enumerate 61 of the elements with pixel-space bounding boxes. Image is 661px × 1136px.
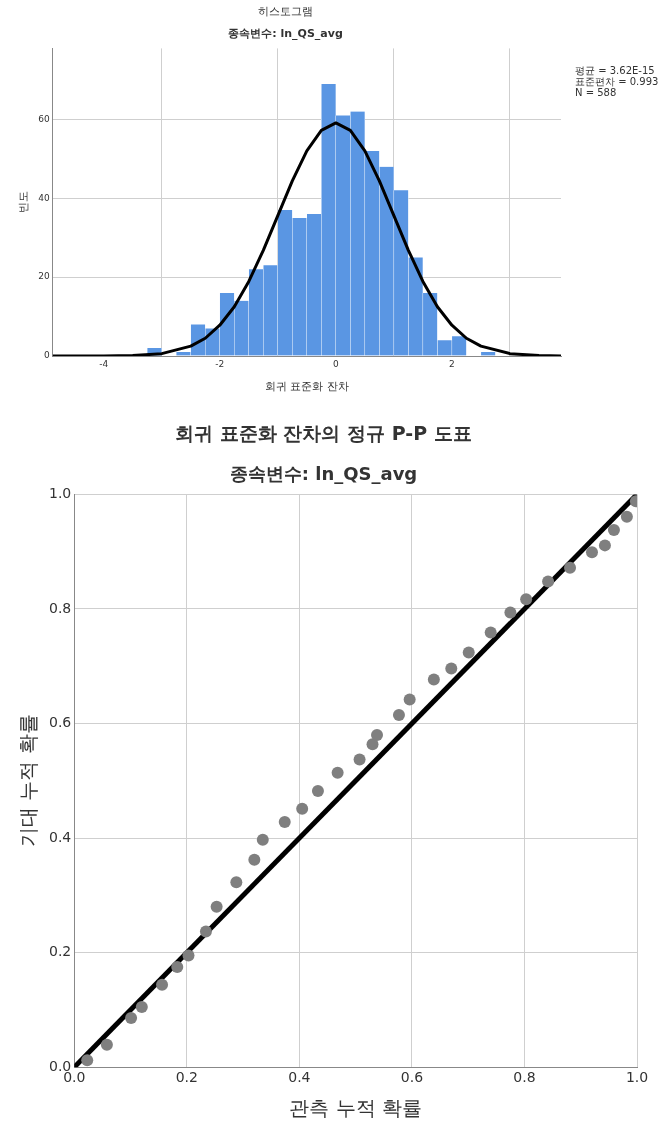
x-tick-label: 0.8 [513, 1069, 536, 1086]
point [171, 960, 184, 973]
y-tick-label: 60 [38, 113, 50, 124]
point [462, 646, 475, 659]
point [371, 728, 384, 741]
x-tick-label: -4 [99, 358, 109, 369]
point [210, 900, 223, 913]
point [353, 753, 366, 766]
point [564, 561, 577, 574]
y-tick-label: 40 [38, 192, 50, 203]
point [100, 1038, 113, 1051]
point [403, 693, 416, 706]
y-tick-label: 0.6 [49, 714, 72, 731]
point [585, 546, 598, 559]
chart-title: 회귀 표준화 잔차의 정규 P-P 도표 [175, 422, 472, 445]
point [135, 1001, 148, 1014]
y-tick-label: 0.4 [49, 828, 72, 845]
point [311, 785, 324, 798]
point [392, 708, 405, 721]
y-tick-label: 0.8 [49, 599, 72, 616]
chart-title: 히스토그램 [258, 5, 313, 19]
point [607, 523, 620, 536]
text: 표준편차 = 0.993 [575, 75, 659, 87]
y-tick-label: 0 [43, 350, 50, 361]
point [620, 510, 633, 523]
chart-subtitle: 종속변수: ln_QS_avg [229, 463, 418, 485]
point [598, 539, 611, 552]
y-tick-label: 20 [38, 271, 50, 282]
point [542, 575, 555, 588]
point [520, 593, 533, 606]
point [427, 673, 440, 686]
x-tick-label: -2 [215, 358, 225, 369]
point [248, 853, 261, 866]
point [125, 1011, 138, 1024]
x-tick-label: 0 [332, 358, 339, 369]
y-tick-label: 1.0 [49, 485, 72, 502]
point [156, 978, 169, 991]
x-tick-label: 2 [449, 358, 455, 369]
point [81, 1054, 94, 1067]
point [278, 816, 291, 829]
x-axis-title: 관측 누적 확률 [289, 1096, 422, 1121]
point [504, 606, 517, 619]
x-tick-label: 0.2 [175, 1069, 198, 1086]
point [182, 949, 195, 962]
point [256, 833, 269, 846]
point [331, 766, 344, 779]
y-axis-title: 기대 누적 확률 [16, 714, 41, 848]
point [484, 626, 497, 639]
text: 평균 = 3.62E-15 [575, 64, 655, 76]
point [445, 662, 458, 675]
point [230, 876, 243, 889]
y-tick-label: 0.2 [49, 943, 72, 960]
point [296, 802, 309, 815]
x-tick-label: 0.4 [288, 1069, 311, 1086]
x-axis-title: 회귀 표준화 잔차 [264, 380, 349, 394]
y-axis-title: 빈도 [17, 191, 31, 214]
text: N = 588 [575, 86, 617, 98]
point [199, 925, 212, 938]
chart-subtitle: 종속변수: ln_QS_avg [228, 26, 343, 40]
x-tick-label: 0.6 [400, 1069, 424, 1086]
x-tick-label: 1.0 [625, 1069, 649, 1086]
